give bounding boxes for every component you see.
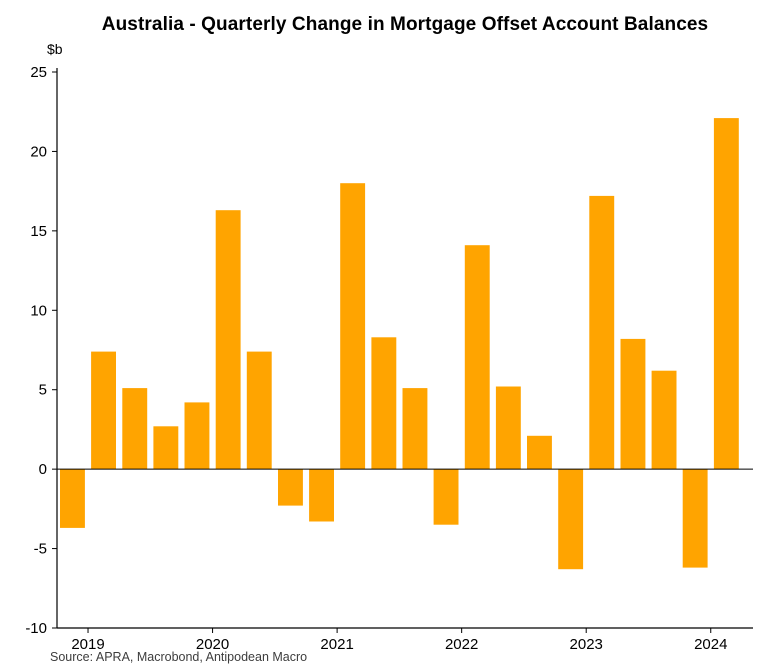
x-tick-year-label: 2021	[320, 636, 353, 653]
y-axis-unit-label: $b	[47, 41, 63, 57]
y-tick-label: 5	[39, 382, 47, 399]
x-tick-year-label: 2019	[71, 636, 104, 653]
x-tick-year-label: 2020	[196, 636, 229, 653]
source-note: Source: APRA, Macrobond, Antipodean Macr…	[50, 650, 308, 664]
bar	[713, 118, 739, 470]
bar	[620, 338, 646, 470]
bar	[589, 195, 615, 470]
bar	[309, 469, 334, 522]
y-tick-label: 15	[30, 223, 47, 240]
bar	[464, 245, 490, 470]
x-tick-year-label: 2023	[570, 636, 603, 653]
bar	[558, 469, 584, 570]
bar	[495, 386, 521, 470]
x-tick-year-label: 2022	[445, 636, 478, 653]
bar	[91, 351, 116, 470]
bar	[246, 351, 272, 470]
y-tick-label: 10	[30, 302, 47, 319]
x-tick-year-label: 2024	[694, 636, 727, 653]
bar	[278, 469, 303, 506]
y-tick-label: 20	[30, 143, 47, 160]
bar	[402, 388, 428, 470]
y-tick-label: -5	[34, 541, 47, 558]
y-tick-label: 0	[39, 461, 47, 478]
bar	[340, 183, 366, 470]
y-tick-label: 25	[30, 64, 47, 81]
bar	[527, 435, 552, 470]
bar	[215, 210, 241, 470]
bar	[153, 426, 179, 470]
y-tick-label: -10	[25, 620, 47, 637]
bar	[122, 388, 148, 470]
bar	[682, 469, 708, 568]
bar	[60, 469, 85, 528]
bar	[184, 402, 210, 470]
bar	[651, 370, 677, 470]
chart-title: Australia - Quarterly Change in Mortgage…	[101, 14, 709, 35]
bar	[371, 337, 397, 470]
bar	[433, 469, 459, 525]
